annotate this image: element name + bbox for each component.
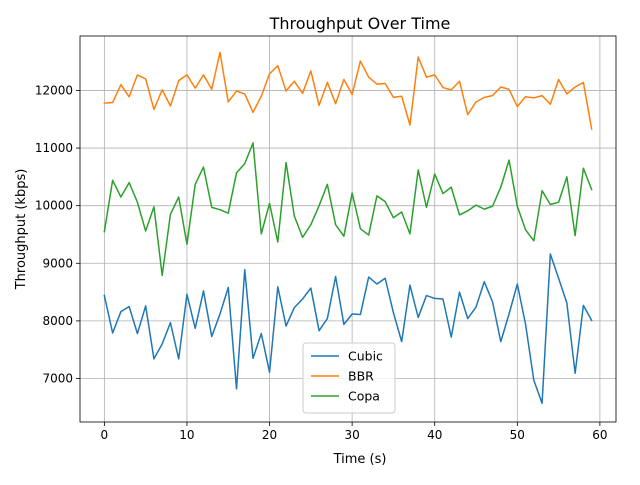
y-tick-label: 12000: [35, 83, 73, 97]
y-tick-label: 8000: [42, 314, 73, 328]
x-axis-label: Time (s): [333, 452, 387, 467]
x-tick-label: 40: [427, 428, 442, 442]
grid: [80, 36, 616, 422]
legend-label-copa: Copa: [348, 389, 380, 404]
y-tick-label: 9000: [42, 256, 73, 270]
x-tick-label: 10: [179, 428, 194, 442]
legend: Cubic BBR Copa: [302, 342, 396, 414]
series-layer: [103, 51, 593, 405]
ticks: 0 10 20 30 40 50 60 7000 8000 9000 10000 11000 12000: [35, 83, 608, 442]
series-line-bbr: [103, 51, 593, 130]
series-line-cubic: [103, 253, 593, 405]
x-tick-label: 50: [510, 428, 525, 442]
legend-label-bbr: BBR: [348, 369, 374, 384]
plot-frame: [79, 35, 617, 423]
x-tick-label: 0: [101, 428, 109, 442]
y-tick-label: 10000: [35, 199, 73, 213]
x-tick-label: 20: [262, 428, 277, 442]
y-tick-label: 11000: [35, 141, 73, 155]
x-tick-label: 60: [592, 428, 607, 442]
y-tick-label: 7000: [42, 372, 73, 386]
y-axis-label: Throughput (kbps): [14, 169, 29, 291]
series-line-copa: [103, 142, 593, 277]
legend-label-cubic: Cubic: [348, 349, 383, 364]
chart-title: Throughput Over Time: [269, 14, 451, 33]
x-tick-label: 30: [344, 428, 359, 442]
